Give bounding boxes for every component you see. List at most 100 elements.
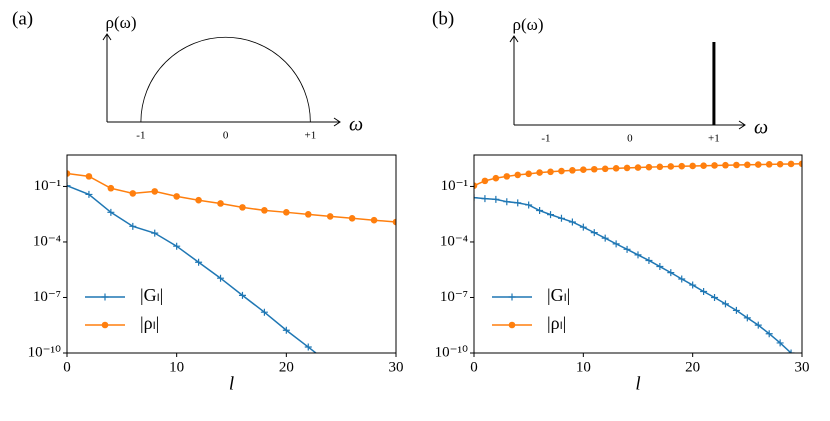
- x-tick-label: 30: [389, 359, 404, 375]
- marker: [195, 258, 203, 266]
- marker: [601, 165, 609, 173]
- x-tick-label: 10: [169, 359, 184, 375]
- marker: [173, 193, 180, 200]
- marker: [260, 308, 268, 316]
- marker: [327, 361, 334, 368]
- marker: [304, 211, 312, 218]
- x-arrow: [333, 117, 341, 127]
- density-curve: [140, 37, 311, 123]
- marker: [283, 209, 290, 216]
- marker: [623, 164, 631, 172]
- marker: [67, 182, 71, 190]
- marker: [492, 195, 500, 203]
- x-tick-label: -1: [541, 133, 550, 145]
- marker: [85, 190, 93, 198]
- marker: [514, 171, 522, 179]
- marker: [645, 256, 653, 264]
- marker: [173, 242, 181, 250]
- marker: [239, 204, 246, 211]
- y-axis-label: ρ(ω): [513, 15, 544, 34]
- marker: [580, 166, 587, 174]
- marker: [656, 163, 664, 171]
- y-tick-label: 10⁻¹: [34, 178, 61, 194]
- marker: [634, 251, 642, 259]
- marker: [474, 182, 478, 189]
- x-tick-label: 0: [470, 359, 478, 375]
- legend-marker: [101, 293, 109, 301]
- marker: [754, 321, 762, 329]
- y-arrow: [509, 35, 519, 43]
- marker: [700, 162, 707, 170]
- marker: [217, 200, 224, 207]
- x-tick-label: 20: [685, 359, 700, 375]
- x-axis-label: ω: [754, 117, 768, 139]
- marker: [722, 161, 729, 169]
- y-tick-label: 10⁻¹⁰: [28, 344, 61, 360]
- marker: [612, 240, 620, 248]
- marker: [568, 218, 576, 226]
- marker: [733, 161, 740, 169]
- marker: [645, 163, 653, 171]
- marker: [261, 207, 268, 214]
- marker: [623, 245, 631, 253]
- marker: [689, 162, 696, 170]
- marker: [711, 162, 718, 169]
- panel-label: (b): [432, 8, 454, 29]
- marker: [536, 207, 544, 215]
- x-tick-label: 0: [627, 133, 633, 145]
- marker: [601, 234, 609, 242]
- marker: [217, 274, 225, 282]
- plot-area: [474, 160, 802, 353]
- legend-marker: [508, 321, 516, 329]
- marker: [129, 222, 137, 230]
- marker: [525, 170, 532, 178]
- marker: [151, 188, 159, 195]
- marker: [711, 293, 719, 301]
- y-tick-label: 10⁻¹⁰: [435, 344, 468, 360]
- marker: [304, 343, 312, 351]
- marker: [700, 288, 708, 296]
- marker: [787, 349, 795, 353]
- series-line: [67, 172, 396, 223]
- x-axis-label: l: [635, 373, 640, 394]
- marker: [195, 196, 202, 204]
- marker: [656, 263, 664, 271]
- marker: [721, 300, 729, 308]
- legend-marker: [101, 321, 109, 329]
- marker: [765, 330, 773, 338]
- marker: [743, 314, 751, 322]
- legend-label: |ρₗ|: [140, 313, 159, 333]
- marker: [678, 275, 686, 283]
- x-tick-label: 0: [63, 359, 71, 375]
- marker: [667, 269, 675, 277]
- y-arrow: [102, 33, 112, 41]
- marker: [557, 214, 565, 222]
- y-axis-label: ρ(ω): [106, 13, 137, 32]
- plot-area: [67, 170, 396, 368]
- marker: [765, 161, 773, 168]
- x-axis-label: ω: [349, 114, 363, 136]
- y-tick-label: 10⁻⁷: [33, 289, 61, 305]
- marker: [129, 190, 137, 197]
- marker: [85, 173, 93, 180]
- marker: [370, 216, 378, 224]
- legend-label: |Gₗ|: [140, 285, 163, 305]
- marker: [392, 218, 396, 226]
- marker: [481, 177, 489, 185]
- marker: [536, 169, 543, 176]
- marker: [744, 161, 751, 169]
- marker: [732, 306, 740, 314]
- marker: [282, 326, 290, 334]
- legend-label: |Gₗ|: [547, 285, 570, 305]
- marker: [326, 213, 334, 220]
- marker: [579, 223, 587, 231]
- x-axis-label: l: [229, 373, 234, 394]
- marker: [514, 199, 522, 207]
- marker: [107, 184, 115, 192]
- marker: [558, 167, 565, 175]
- marker: [474, 194, 478, 202]
- marker: [776, 160, 784, 168]
- marker: [348, 214, 356, 222]
- marker: [481, 195, 489, 203]
- x-tick-label: 30: [795, 359, 810, 375]
